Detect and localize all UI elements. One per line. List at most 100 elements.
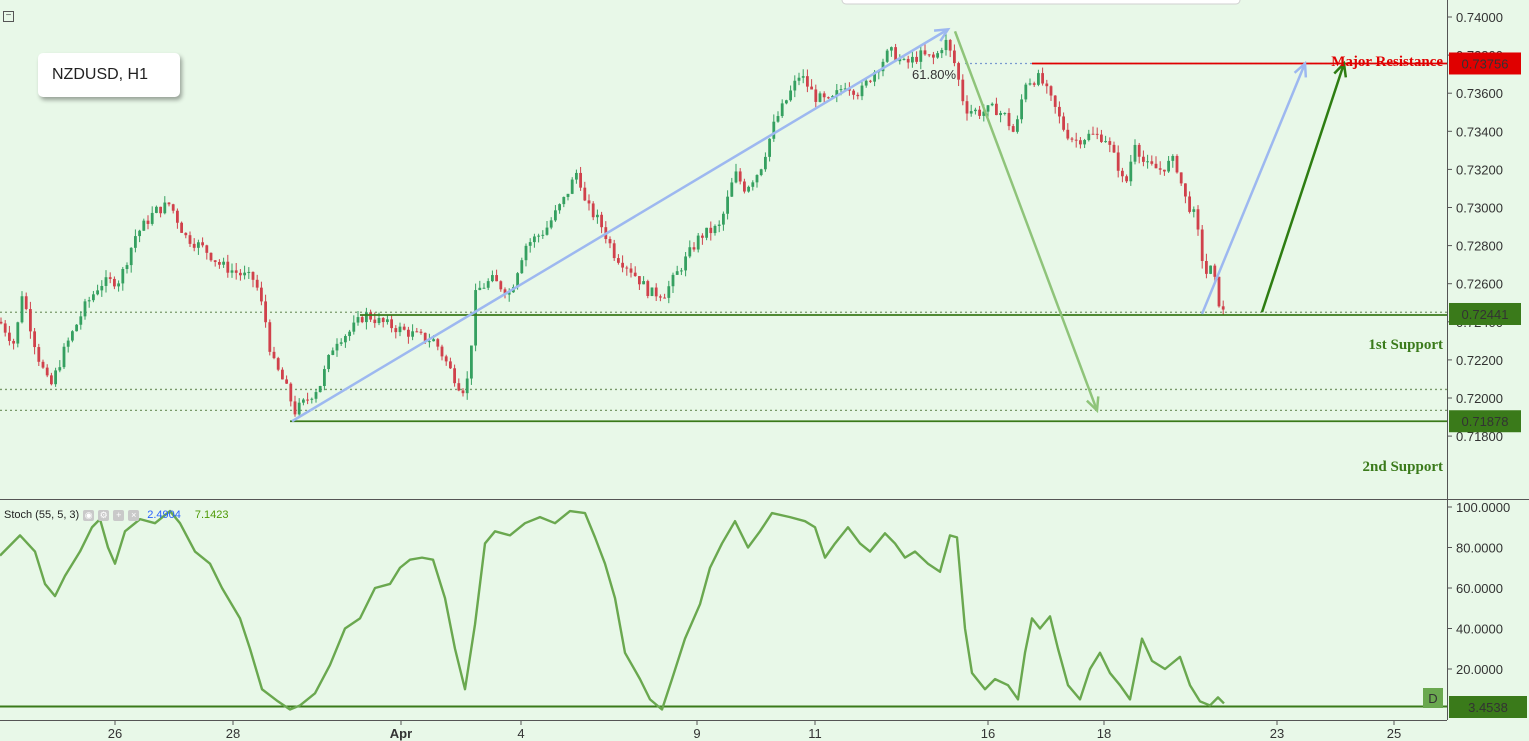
candle-body <box>726 196 729 214</box>
candle-body <box>1129 161 1133 182</box>
candle-body <box>562 196 566 205</box>
candle-body <box>722 213 725 225</box>
candle-body <box>625 267 629 269</box>
candle-body <box>37 347 41 362</box>
candle-body <box>146 220 150 224</box>
time-tick-label: 23 <box>1270 726 1284 741</box>
top-toolbar[interactable] <box>841 0 1241 5</box>
candle-body <box>176 210 179 223</box>
candle-body <box>1158 168 1162 170</box>
candle-body <box>197 242 200 248</box>
candle-body <box>310 398 314 400</box>
candle-body <box>54 370 57 385</box>
candle-body <box>1070 138 1074 140</box>
candle-body <box>738 171 742 182</box>
candle-body <box>999 113 1002 116</box>
candle-body <box>852 90 855 95</box>
stoch-k-value: 2.4904 <box>147 509 181 521</box>
candle-body <box>348 331 351 337</box>
candle-body <box>323 369 326 387</box>
collapse-pane-icon[interactable]: − <box>3 11 14 22</box>
candle-body <box>285 379 288 384</box>
close-icon[interactable]: × <box>128 509 140 521</box>
candle-body <box>1095 133 1099 135</box>
candle-body <box>957 63 960 80</box>
candle-body <box>1091 133 1095 135</box>
candle-body <box>507 292 511 295</box>
stoch-tick-label: 100.0000 <box>1456 500 1510 515</box>
candle-body <box>545 227 549 235</box>
candle-body <box>1028 83 1032 85</box>
trend-arrow <box>1260 63 1346 313</box>
candle-body <box>1146 161 1149 163</box>
price-tick-label: 0.72600 <box>1456 277 1503 292</box>
candle-body <box>789 90 792 101</box>
candle-body <box>713 225 717 234</box>
candle-body <box>192 243 196 248</box>
candle-body <box>419 331 423 333</box>
candle-body <box>617 258 620 263</box>
candle-body <box>995 103 998 116</box>
settings-icon[interactable]: ⚙ <box>98 509 110 521</box>
candle-body <box>449 361 452 369</box>
candle-body <box>1083 140 1086 145</box>
price-tick-label: 0.73200 <box>1456 162 1503 177</box>
candle-body <box>218 262 221 265</box>
candle-body <box>759 169 763 176</box>
candle-body <box>79 316 83 325</box>
candle-body <box>96 290 99 295</box>
candle-body <box>356 317 360 323</box>
first-support-price-tag: 0.72441 <box>1462 307 1509 322</box>
fib-level-label: 61.80% <box>912 67 957 82</box>
second-support-label: 2nd Support <box>1363 459 1443 475</box>
candle-body <box>835 90 839 96</box>
stoch-value-tag-bg <box>1449 696 1527 718</box>
candle-body <box>335 343 339 351</box>
candle-body <box>104 277 108 286</box>
candle-body <box>1104 141 1107 143</box>
candle-body <box>990 103 994 106</box>
eye-icon[interactable]: ◉ <box>83 509 95 521</box>
candle-body <box>24 296 28 310</box>
candle-body <box>50 375 53 385</box>
stoch-legend: Stoch (55, 5, 3) ◉ ⚙ + × 2.4904 7.1423 <box>4 509 229 521</box>
add-icon[interactable]: + <box>113 509 125 521</box>
candle-body <box>675 271 679 275</box>
candle-body <box>1074 139 1078 141</box>
trend-arrow-head <box>1333 60 1348 78</box>
candle-body <box>92 294 95 301</box>
resistance-price-tag: 0.73756 <box>1462 56 1509 71</box>
candle-body <box>134 236 137 248</box>
candle-body <box>818 93 822 102</box>
candle-body <box>297 402 301 415</box>
candle-body <box>1087 133 1091 141</box>
candle-body <box>491 275 494 282</box>
candle-body <box>201 242 204 246</box>
candle-body <box>1133 144 1137 162</box>
candle-body <box>1016 119 1019 132</box>
candle-body <box>827 97 830 99</box>
candle-body <box>734 171 738 183</box>
candle-body <box>1192 209 1196 212</box>
candle-body <box>1213 265 1217 277</box>
candle-body <box>524 245 528 261</box>
candle-body <box>785 100 788 104</box>
candle-body <box>62 346 66 368</box>
price-tick-label: 0.74000 <box>1456 10 1503 25</box>
candle-body <box>289 383 293 402</box>
candle-body <box>281 369 284 380</box>
candle-body <box>1150 161 1154 164</box>
candle-body <box>1125 176 1128 182</box>
candle-body <box>482 287 486 289</box>
candle-body <box>1011 126 1015 132</box>
candle-body <box>20 296 24 323</box>
candle-body <box>503 289 507 295</box>
candle-body <box>29 309 32 332</box>
candle-body <box>474 290 477 346</box>
candle-body <box>381 317 385 323</box>
candle-body <box>793 80 797 91</box>
candle-body <box>587 200 591 204</box>
candle-body <box>66 340 70 347</box>
candle-body <box>1188 196 1191 212</box>
